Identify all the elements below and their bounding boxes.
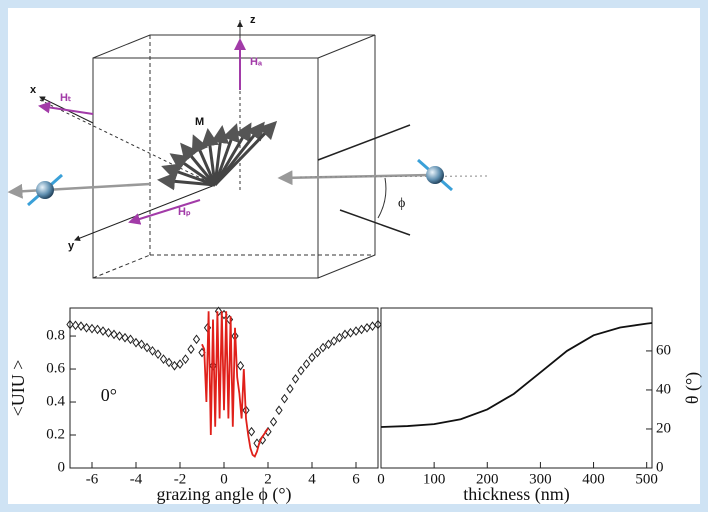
data-marker	[73, 321, 79, 329]
data-marker	[155, 350, 161, 358]
x-tick-label: -4	[130, 471, 143, 487]
data-marker	[309, 353, 315, 361]
data-marker	[100, 327, 106, 335]
data-marker	[117, 332, 123, 340]
field-line	[318, 125, 410, 160]
beam-out	[10, 184, 150, 192]
x-tick-label: 6	[352, 471, 360, 487]
data-marker	[111, 330, 117, 338]
data-marker	[139, 340, 145, 348]
field-label: Hₚ	[178, 206, 191, 218]
y-tick-label: 0.4	[46, 393, 65, 409]
data-marker	[326, 340, 332, 348]
data-marker	[342, 330, 348, 338]
x-axis	[40, 100, 215, 185]
data-marker	[304, 360, 310, 368]
annotation: 0°	[101, 385, 117, 405]
data-marker	[287, 385, 293, 393]
data-marker	[166, 358, 172, 366]
y-tick-label: 40	[656, 381, 671, 397]
data-marker	[128, 335, 134, 343]
data-marker	[293, 375, 299, 383]
data-marker	[337, 334, 343, 342]
axis-label: y	[68, 240, 75, 252]
data-marker	[95, 325, 101, 333]
field-label: Hₜ	[60, 92, 71, 104]
x-axis-label: thickness (nm)	[463, 484, 569, 505]
y-tick-label: 0.6	[46, 360, 65, 376]
x-tick-label: 0	[377, 471, 385, 487]
y-axis-label: <UIU >	[8, 360, 28, 417]
data-marker	[194, 335, 200, 343]
figure: z x y Hₐ Hₜ Hₚ M ϕ 00.20.40.60.8-6-4-202…	[0, 0, 708, 512]
angle-label: ϕ	[398, 196, 405, 211]
x-axis-label: grazing angle ϕ (°)	[156, 484, 291, 505]
y-tick-label: 0.8	[46, 327, 65, 343]
data-marker	[276, 406, 282, 414]
field-label: Hₐ	[250, 56, 263, 68]
data-marker	[364, 324, 370, 332]
data-marker	[238, 362, 244, 370]
hidden-edge	[93, 255, 150, 278]
electron	[426, 166, 444, 184]
data-marker	[106, 329, 112, 337]
data-marker	[348, 329, 354, 337]
data-marker	[298, 367, 304, 375]
angle-arc	[378, 178, 386, 218]
data-line	[202, 311, 268, 456]
axis-label: z	[250, 14, 256, 26]
data-marker	[177, 360, 183, 368]
data-marker	[183, 355, 189, 363]
data-marker	[353, 327, 359, 335]
data-marker	[172, 362, 178, 370]
y-axis	[75, 185, 215, 240]
data-marker	[249, 428, 255, 436]
data-marker	[370, 322, 376, 330]
data-marker	[133, 339, 139, 347]
data-marker	[331, 337, 337, 345]
y-axis-label: θ (°)	[682, 372, 703, 404]
x-tick-label: -6	[86, 471, 99, 487]
plot-frame	[381, 308, 652, 468]
data-marker	[78, 322, 84, 330]
x-tick-label: 400	[582, 471, 605, 487]
slab-top	[93, 35, 375, 58]
electron	[36, 181, 54, 199]
data-marker	[359, 325, 365, 333]
data-marker	[320, 344, 326, 352]
y-tick-label: 60	[656, 342, 671, 358]
data-marker	[315, 349, 321, 357]
y-tick-label: 0	[58, 459, 66, 475]
data-marker	[122, 334, 128, 342]
figure-frame: z x y Hₐ Hₜ Hₚ M ϕ 00.20.40.60.8-6-4-202…	[0, 0, 708, 512]
data-marker	[84, 324, 90, 332]
x-tick-label: 100	[423, 471, 446, 487]
data-marker	[144, 344, 150, 352]
ht-arrow	[40, 106, 93, 114]
data-marker	[161, 355, 167, 363]
data-line	[381, 323, 652, 427]
x-tick-label: 500	[635, 471, 658, 487]
axis-label: x	[30, 84, 37, 96]
slab-front	[93, 58, 318, 278]
data-marker	[89, 325, 95, 333]
data-marker	[188, 345, 194, 353]
x-tick-label: 4	[308, 471, 316, 487]
moment-label: M	[195, 116, 204, 128]
data-marker	[282, 395, 288, 403]
data-marker	[150, 347, 156, 355]
moment-fan	[160, 123, 275, 185]
y-tick-label: 20	[656, 420, 671, 436]
y-tick-label: 0.2	[46, 426, 65, 442]
data-marker	[271, 418, 277, 426]
